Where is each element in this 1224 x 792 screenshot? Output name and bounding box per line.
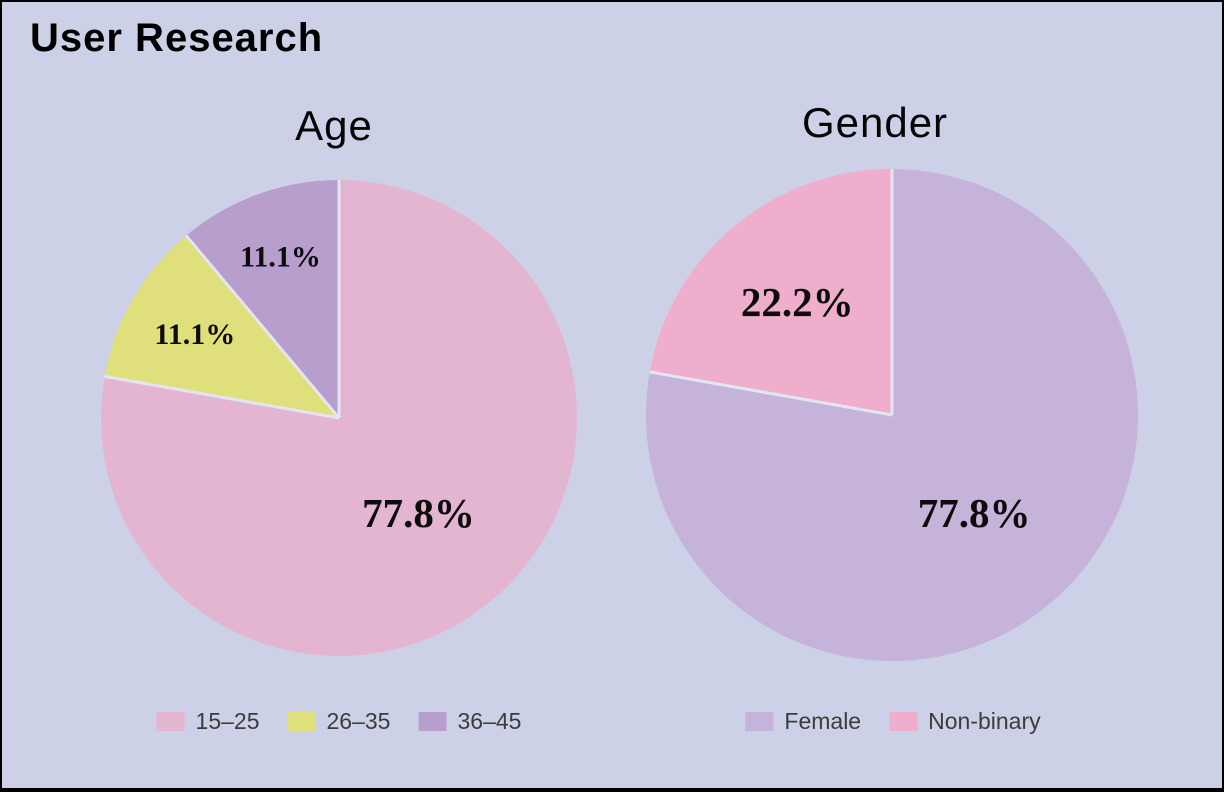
- legend-label: 36–45: [457, 708, 522, 734]
- pie-percent-label-non-binary: 22.2%: [741, 279, 854, 325]
- legend-label: Female: [784, 708, 862, 734]
- gender-chart-title: Gender: [801, 99, 949, 146]
- legend-item-15-25: 15–25: [156, 708, 260, 735]
- pie-percent-label-female: 77.8%: [918, 490, 1031, 536]
- legend-item-non-binary: Non-binary: [889, 708, 1041, 735]
- gender-pie-chart: 77.8% 22.2%: [646, 169, 1138, 661]
- age-pie-chart: 77.8% 11.1% 11.1%: [101, 180, 577, 656]
- pie-slice-36-45: [186, 180, 339, 418]
- legend-swatch-non-binary: [889, 712, 918, 731]
- pie-slice-non-binary: [649, 169, 892, 415]
- legend-label: 15–25: [195, 708, 260, 734]
- age-chart-title: Age: [295, 102, 373, 149]
- slice-divider: [184, 234, 341, 419]
- legend-swatch-26-35: [287, 712, 316, 731]
- pie-percent-label-26-35: 11.1%: [154, 318, 235, 351]
- page-title: User Research: [30, 16, 324, 60]
- legend-label: 26–35: [326, 708, 391, 734]
- pie-percent-label-36-45: 11.1%: [240, 240, 321, 273]
- gender-legend: Female Non-binary: [745, 708, 1041, 735]
- legend-swatch-female: [745, 712, 774, 731]
- legend-swatch-36-45: [418, 712, 447, 731]
- slice-divider: [104, 374, 340, 420]
- legend-label: Non-binary: [928, 708, 1041, 734]
- legend-item-26-35: 26–35: [287, 708, 391, 735]
- age-legend: 15–25 26–35 36–45: [156, 708, 521, 735]
- legend-item-36-45: 36–45: [418, 708, 521, 735]
- pie-slice-26-35: [104, 235, 339, 418]
- pie-percent-label-15-25: 77.8%: [362, 490, 475, 536]
- legend-swatch-15-25: [156, 712, 185, 731]
- legend-item-female: Female: [745, 708, 861, 735]
- slice-divider: [649, 370, 893, 417]
